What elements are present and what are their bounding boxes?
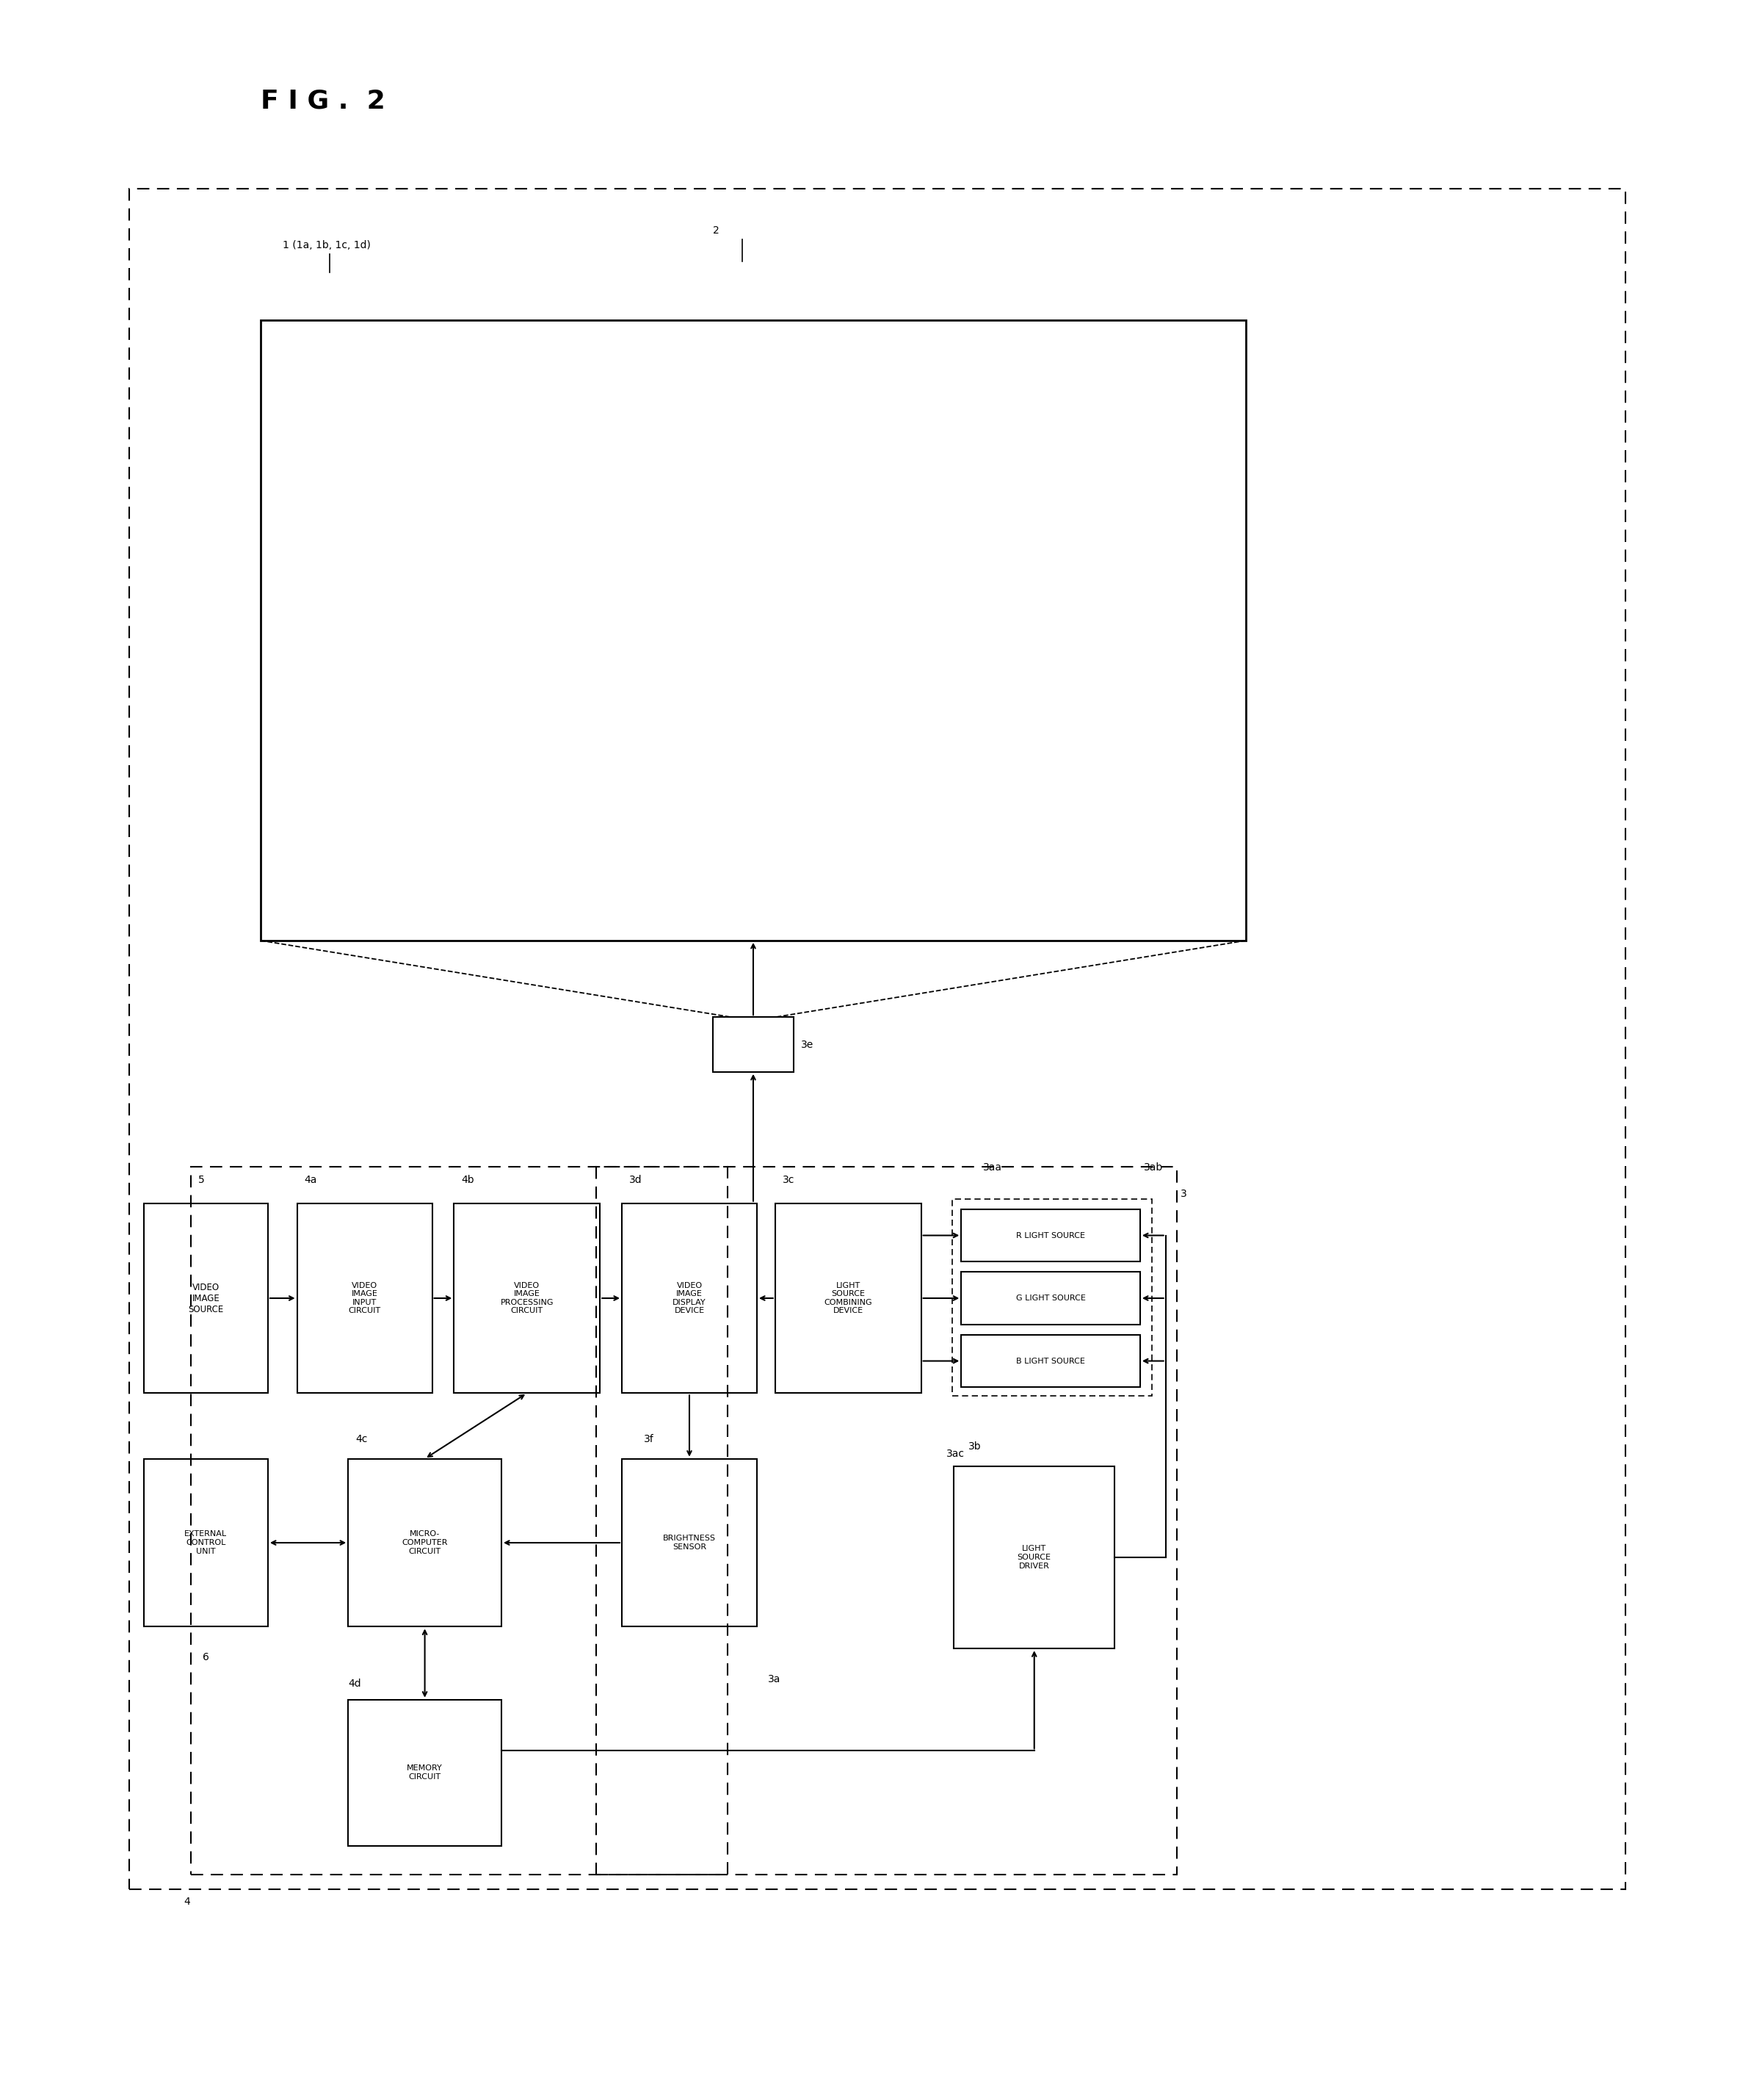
Text: 3b: 3b [968, 1441, 982, 1451]
Bar [622, 1459, 756, 1628]
Bar [191, 1168, 728, 1875]
Bar [597, 1168, 1177, 1875]
Text: 3ab: 3ab [1143, 1163, 1163, 1172]
Text: VIDEO
IMAGE
PROCESSING
CIRCUIT: VIDEO IMAGE PROCESSING CIRCUIT [501, 1281, 553, 1315]
Text: 5: 5 [198, 1174, 205, 1184]
Text: G LIGHT SOURCE: G LIGHT SOURCE [1016, 1294, 1086, 1302]
Bar [961, 1210, 1140, 1262]
Text: R LIGHT SOURCE: R LIGHT SOURCE [1016, 1233, 1086, 1239]
Bar [713, 1016, 793, 1071]
Text: VIDEO
IMAGE
SOURCE: VIDEO IMAGE SOURCE [187, 1283, 224, 1315]
Text: 4d: 4d [348, 1678, 361, 1688]
Text: LIGHT
SOURCE
DRIVER: LIGHT SOURCE DRIVER [1017, 1546, 1051, 1569]
Text: EXTERNAL
CONTROL
UNIT: EXTERNAL CONTROL UNIT [184, 1531, 228, 1554]
Text: 3f: 3f [644, 1434, 653, 1445]
Bar [953, 1199, 1152, 1396]
Bar [130, 189, 1625, 1890]
Bar [348, 1459, 501, 1628]
Text: MICRO-
COMPUTER
CIRCUIT: MICRO- COMPUTER CIRCUIT [401, 1531, 448, 1554]
Text: 4b: 4b [461, 1174, 475, 1184]
Text: F I G .  2: F I G . 2 [261, 88, 385, 113]
Text: 2: 2 [713, 227, 720, 235]
Text: 4: 4 [184, 1896, 191, 1907]
Text: 4c: 4c [355, 1434, 368, 1445]
Text: B LIGHT SOURCE: B LIGHT SOURCE [1016, 1357, 1086, 1365]
Text: 3e: 3e [800, 1040, 814, 1050]
Bar [261, 319, 1247, 941]
Bar [348, 1699, 501, 1846]
Text: 3d: 3d [629, 1174, 643, 1184]
Text: 6: 6 [203, 1653, 208, 1663]
Bar [961, 1273, 1140, 1325]
Bar [622, 1203, 756, 1392]
Bar [144, 1203, 268, 1392]
Text: 3a: 3a [769, 1674, 781, 1684]
Text: VIDEO
IMAGE
INPUT
CIRCUIT: VIDEO IMAGE INPUT CIRCUIT [348, 1281, 380, 1315]
Bar [776, 1203, 921, 1392]
Text: 3c: 3c [783, 1174, 795, 1184]
Bar [298, 1203, 432, 1392]
Text: 3aa: 3aa [982, 1163, 1002, 1172]
Text: MEMORY
CIRCUIT: MEMORY CIRCUIT [406, 1764, 443, 1781]
Text: 1 (1a, 1b, 1c, 1d): 1 (1a, 1b, 1c, 1d) [282, 239, 371, 250]
Text: 3ac: 3ac [947, 1449, 965, 1459]
Bar [144, 1459, 268, 1628]
Bar [454, 1203, 601, 1392]
Text: BRIGHTNESS
SENSOR: BRIGHTNESS SENSOR [664, 1535, 716, 1550]
Text: 3: 3 [1180, 1189, 1187, 1199]
Bar [961, 1336, 1140, 1388]
Bar [954, 1466, 1115, 1649]
Text: VIDEO
IMAGE
DISPLAY
DEVICE: VIDEO IMAGE DISPLAY DEVICE [672, 1281, 706, 1315]
Text: LIGHT
SOURCE
COMBINING
DEVICE: LIGHT SOURCE COMBINING DEVICE [825, 1281, 872, 1315]
Text: 4a: 4a [305, 1174, 317, 1184]
